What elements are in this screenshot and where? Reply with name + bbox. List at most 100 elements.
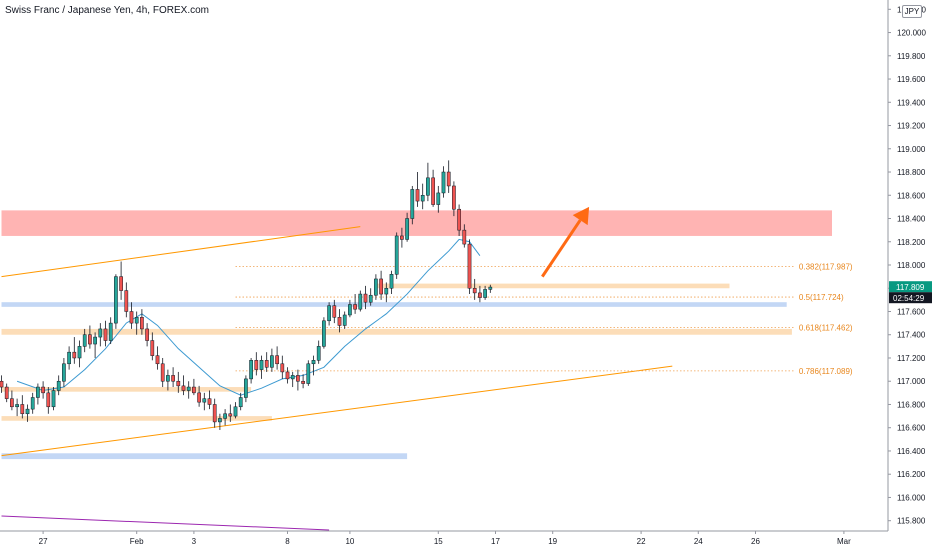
candle-body <box>426 177 430 196</box>
time-tick-label: 26 <box>751 537 760 546</box>
candle-body <box>30 397 35 410</box>
candle-body <box>337 317 342 326</box>
price-tick-label: 117.200 <box>897 354 926 363</box>
price-tick-label: 119.400 <box>897 98 926 107</box>
candle-body <box>88 334 92 345</box>
candle-body <box>363 293 368 303</box>
lower-trendline <box>1 365 673 457</box>
candle-body <box>46 392 51 408</box>
candles-layer <box>0 160 493 431</box>
candle-body <box>25 408 30 415</box>
time-tick-label: 27 <box>39 537 48 546</box>
candle-body <box>384 287 389 295</box>
candle-body <box>483 289 487 298</box>
candle-body <box>342 314 347 326</box>
time-tick-label: 8 <box>285 537 290 546</box>
candle-body <box>316 346 321 361</box>
fib-label-2: 0.618(117.462) <box>799 324 853 333</box>
candle-body <box>15 404 19 408</box>
orange-zone-lower <box>1 387 252 392</box>
candle-body <box>368 294 373 303</box>
time-tick-label: Feb <box>130 537 144 546</box>
candle-body <box>202 398 207 403</box>
candle-body <box>389 274 394 289</box>
candle-body <box>410 189 415 219</box>
candle-body <box>259 360 264 370</box>
candle-body <box>72 351 77 359</box>
price-tick-label: 118.600 <box>897 191 926 200</box>
resistance-zone <box>1 210 832 236</box>
candle-body <box>301 380 305 384</box>
candle-body <box>472 287 477 294</box>
candle-body <box>41 386 45 394</box>
candle-body <box>436 192 441 205</box>
price-tick-label: 119.200 <box>897 122 926 131</box>
price-tick-label: 118.200 <box>897 238 926 247</box>
fib-label-3: 0.786(117.089) <box>799 367 853 376</box>
candle-body <box>98 328 103 338</box>
candle-body <box>348 304 352 316</box>
candle-body <box>244 378 248 398</box>
candle-body <box>119 276 123 291</box>
orange-zone-bottom <box>1 416 272 421</box>
price-tick-label: 116.800 <box>897 400 926 409</box>
candle-body <box>420 195 425 202</box>
price-tick-label: 116.200 <box>897 470 926 479</box>
candle-body <box>280 363 285 373</box>
candle-body <box>186 386 191 391</box>
candle-body <box>145 328 149 341</box>
symbol-title: Swiss Franc / Japanese Yen, 4h, FOREX.co… <box>5 5 209 16</box>
candle-body <box>233 406 238 417</box>
candle-body <box>488 286 493 290</box>
candle-body <box>431 177 435 205</box>
candle-body <box>67 351 71 365</box>
fib-retracement: 0.382(117.987) 0.5(117.724) 0.618(117.462)… <box>235 263 853 376</box>
projection-arrow-shaft <box>541 219 582 278</box>
fib-label-0: 0.382(117.987) <box>799 263 853 272</box>
projection-arrow-layer <box>541 206 590 278</box>
currency-badge[interactable]: JPY <box>902 5 922 18</box>
candle-body <box>322 320 326 347</box>
candle-body <box>93 336 97 345</box>
candle-body <box>10 398 14 408</box>
candle-body <box>181 385 186 391</box>
candle-body <box>379 278 383 295</box>
candle-body <box>62 363 66 382</box>
candle-body <box>171 375 175 382</box>
candle-body <box>306 363 311 384</box>
price-tick-label: 115.800 <box>897 517 926 526</box>
candle-body <box>254 360 259 370</box>
candle-body <box>197 392 201 403</box>
time-tick-label: 24 <box>694 537 703 546</box>
price-tick-label: 119.600 <box>897 75 926 84</box>
candle-body <box>223 413 227 419</box>
candle-body <box>150 340 155 356</box>
candle-body <box>160 363 165 382</box>
candle-body <box>0 380 4 388</box>
zones-layer <box>1 210 832 460</box>
time-tick-label: 15 <box>434 537 443 546</box>
candle-body <box>124 290 129 312</box>
candle-body <box>290 375 295 380</box>
blue-zone-lower <box>1 453 408 460</box>
candle-body <box>332 305 337 318</box>
orange-zone-upper <box>375 283 730 289</box>
blue-zone-upper <box>1 302 787 307</box>
price-tick-label: 120.000 <box>897 29 926 38</box>
candle-body <box>270 355 274 368</box>
candle-body <box>155 355 160 365</box>
time-tick-label: Mar <box>837 537 851 546</box>
price-tick-label: 116.600 <box>897 424 926 433</box>
candle-body <box>134 317 139 324</box>
candle-body <box>218 418 222 423</box>
price-tick-label: 118.000 <box>897 261 926 270</box>
candle-body <box>36 386 40 398</box>
countdown-tag <box>889 292 932 304</box>
candle-body <box>462 229 467 245</box>
candle-body <box>228 413 233 417</box>
candle-body <box>374 278 378 296</box>
candle-body <box>452 185 456 210</box>
candle-body <box>441 171 446 194</box>
candle-body <box>400 235 404 240</box>
